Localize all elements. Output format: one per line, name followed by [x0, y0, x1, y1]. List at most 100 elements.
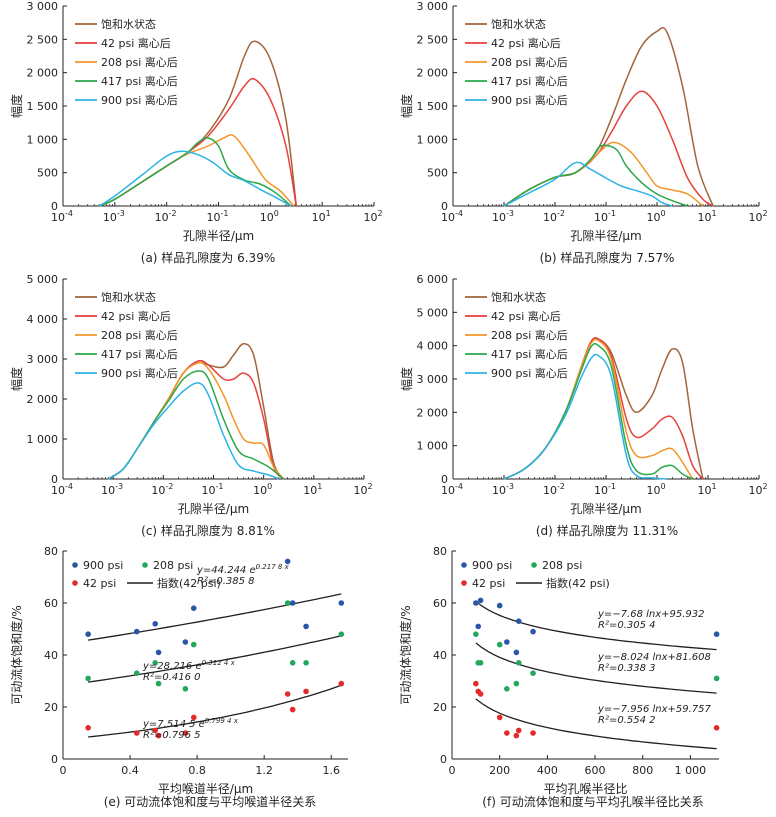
- series-line: [107, 382, 279, 480]
- data-point: [338, 680, 345, 687]
- fit-r-squared: R²=0.385 8: [197, 576, 255, 587]
- y-tick-label: 2 500: [27, 33, 59, 46]
- data-point: [182, 686, 189, 692]
- x-tick-label: 10-4: [441, 209, 463, 224]
- y-tick-label: 1 000: [417, 440, 449, 453]
- x-tick-label: 0: [60, 764, 67, 777]
- fit-r-squared: R²=0.416 0: [143, 672, 201, 683]
- chart-caption: (b) 样品孔隙度为 7.57%: [540, 250, 675, 265]
- y-tick-label: 80: [44, 545, 58, 558]
- chart-panel-d: 0 1 000 2 000 3 000 4 000 5 000 6 000 10-4 10-3 1…: [399, 273, 768, 538]
- legend-label: 208 psi: [542, 559, 582, 572]
- data-point: [182, 730, 189, 736]
- legend-label: 417 psi 离心后: [101, 347, 178, 361]
- x-tick-label: 10-1: [202, 482, 224, 497]
- data-point: [513, 649, 520, 656]
- data-point: [338, 600, 345, 606]
- y-tick-label: 60: [433, 597, 447, 610]
- legend-label: 417 psi 离心后: [491, 347, 568, 361]
- legend-swatch: [531, 562, 537, 568]
- data-point: [289, 706, 296, 713]
- x-axis-label: 平均孔喉半径比: [543, 782, 627, 796]
- x-tick-label: 10-1: [207, 209, 229, 224]
- x-tick-label: 800: [632, 764, 653, 777]
- data-point: [85, 631, 91, 637]
- x-tick-label: 101: [312, 209, 331, 224]
- y-tick-label: 2 500: [417, 33, 449, 46]
- data-point: [190, 641, 197, 648]
- x-tick-label: 102: [353, 482, 372, 497]
- series-line: [503, 90, 714, 207]
- data-point: [473, 680, 479, 687]
- x-tick-label: 100: [253, 482, 272, 497]
- data-point: [182, 639, 189, 645]
- x-tick-label: 10-2: [151, 482, 173, 497]
- legend-label: 900 psi 离心后: [101, 366, 178, 380]
- y-tick-label: 5 000: [27, 273, 59, 286]
- data-point: [496, 641, 503, 648]
- legend-label: 饱和水状态: [101, 290, 156, 304]
- fit-r-squared: R²=0.554 2: [598, 715, 656, 726]
- x-axis-label: 孔隙半径/μm: [570, 229, 641, 243]
- legend-label: 900 psi: [472, 559, 512, 572]
- x-tick-label: 100: [260, 209, 279, 224]
- legend-label: 指数(42 psi): [546, 576, 610, 590]
- data-point: [473, 631, 479, 637]
- legend-swatch: [72, 562, 78, 568]
- legend-label: 900 psi 离心后: [101, 93, 178, 107]
- data-point: [152, 621, 159, 627]
- legend-label: 指数(42 psi): [157, 576, 221, 590]
- legend-label: 417 psi 离心后: [491, 74, 568, 88]
- fit-curve: [88, 684, 342, 738]
- x-tick-label: 101: [697, 209, 716, 224]
- y-tick-label: 60: [44, 597, 58, 610]
- data-point: [515, 660, 522, 666]
- data-point: [338, 631, 345, 637]
- legend-label: 900 psi 离心后: [491, 93, 568, 107]
- data-point: [284, 600, 291, 606]
- y-tick-label: 40: [433, 649, 447, 662]
- legend-label: 42 psi: [472, 577, 505, 590]
- fit-curve: [475, 698, 717, 750]
- data-point: [289, 660, 296, 666]
- y-tick-label: 4 000: [417, 340, 449, 353]
- legend-label: 42 psi 离心后: [491, 309, 561, 323]
- data-point: [289, 600, 296, 606]
- y-tick-label: 0: [441, 200, 448, 213]
- x-tick-label: 100: [646, 482, 665, 497]
- x-tick-label: 10-4: [441, 482, 463, 497]
- fit-r-squared: R²=0.338 3: [598, 663, 656, 674]
- legend-swatch: [461, 562, 467, 568]
- data-point: [475, 623, 482, 630]
- data-point: [133, 628, 140, 635]
- data-point: [477, 597, 484, 604]
- legend-label: 42 psi 离心后: [101, 36, 171, 50]
- data-point: [713, 675, 720, 682]
- data-point: [513, 680, 520, 687]
- data-point: [477, 660, 484, 666]
- data-point: [530, 628, 536, 635]
- y-tick-label: 3 000: [417, 0, 449, 13]
- y-tick-label: 2 000: [417, 67, 449, 80]
- fit-equation: y=44.244 e0.217 8 x: [196, 563, 290, 576]
- data-point: [303, 688, 309, 695]
- legend-label: 饱和水状态: [491, 290, 546, 304]
- data-point: [85, 675, 91, 682]
- x-tick-label: 200: [489, 764, 510, 777]
- y-tick-label: 6 000: [417, 273, 449, 286]
- y-tick-label: 40: [44, 649, 58, 662]
- x-tick-label: 1.6: [322, 764, 340, 777]
- legend-label: 208 psi: [153, 559, 193, 572]
- chart-caption: (d) 样品孔隙度为 11.31%: [536, 523, 678, 538]
- y-tick-label: 5 000: [417, 306, 449, 319]
- x-tick-label: 10-2: [543, 209, 565, 224]
- data-point: [190, 714, 197, 721]
- fit-curve: [475, 642, 717, 694]
- chart-panel-b: 0 500 1 000 1 500 2 000 2 500 3 000 10-4 10-3 10-…: [399, 0, 768, 265]
- series-line: [503, 141, 704, 207]
- data-point: [504, 686, 510, 692]
- y-tick-label: 0: [51, 473, 58, 486]
- y-tick-label: 1 500: [27, 100, 59, 113]
- y-tick-label: 2 000: [27, 393, 59, 406]
